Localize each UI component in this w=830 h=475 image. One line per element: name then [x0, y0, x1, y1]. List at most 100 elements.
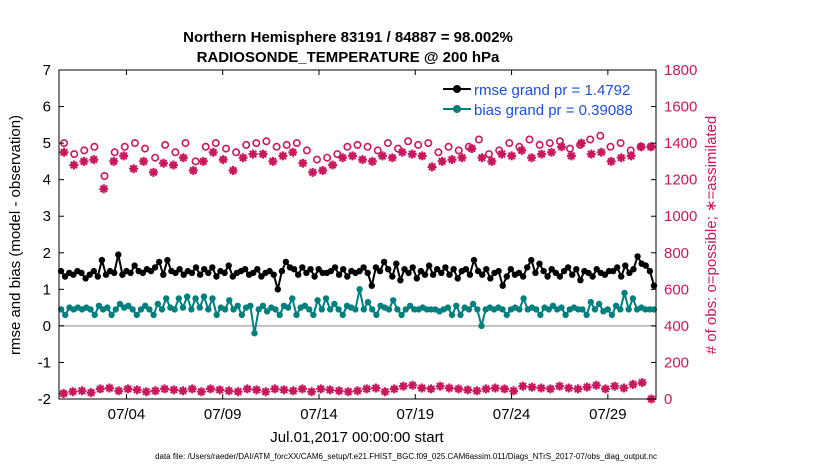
- assimilated-obs-lower-point: [398, 381, 408, 391]
- assimilated-obs-lower-point: [86, 388, 96, 398]
- possible-obs-point: [302, 146, 311, 155]
- assimilated-obs-point: [447, 155, 457, 165]
- assimilated-obs-point: [119, 151, 129, 161]
- assimilated-obs-point: [79, 156, 89, 166]
- rmse-point: [282, 258, 290, 266]
- assimilated-obs-point: [268, 156, 278, 166]
- assimilated-obs-point: [547, 147, 556, 157]
- rmse-point: [601, 271, 609, 278]
- rmse-point: [254, 266, 261, 273]
- possible-obs-point: [90, 142, 99, 151]
- rmse-point: [229, 273, 236, 280]
- bias-point: [184, 293, 191, 300]
- rmse-point: [111, 269, 118, 277]
- rmse-point: [397, 277, 404, 284]
- rmse-point: [564, 264, 572, 271]
- possible-obs-point: [242, 140, 251, 149]
- bias-point: [171, 306, 178, 313]
- possible-obs-point: [80, 146, 89, 155]
- assimilated-obs-point: [358, 155, 367, 165]
- rmse-point: [483, 266, 490, 273]
- assimilated-obs-point: [198, 156, 208, 166]
- rmse-point: [450, 266, 457, 273]
- assimilated-obs-point: [149, 167, 158, 177]
- bias-point: [394, 306, 401, 313]
- bias-point: [234, 302, 241, 309]
- possible-obs-point: [130, 139, 139, 148]
- bias-point: [133, 311, 140, 319]
- rmse-point: [156, 258, 163, 266]
- bias-point: [205, 306, 212, 313]
- bias-point: [175, 295, 182, 302]
- possible-obs-point: [70, 150, 79, 159]
- bias-point: [200, 293, 208, 300]
- rmse-point: [295, 271, 302, 278]
- bias-point: [142, 302, 149, 309]
- rmse-point: [372, 264, 380, 271]
- legend-bias-label: bias grand pr = 0.39088: [474, 102, 633, 119]
- possible-obs-point: [414, 140, 423, 149]
- bias-point: [465, 306, 473, 313]
- assimilated-obs-point: [218, 155, 228, 165]
- bias-point: [221, 306, 229, 313]
- bias-point: [306, 306, 313, 313]
- rmse-point: [258, 273, 265, 280]
- plot-frame: [58, 69, 657, 400]
- bias-point: [596, 300, 603, 308]
- bias-point: [95, 302, 103, 309]
- assimilated-obs-lower-point: [169, 385, 179, 395]
- assimilated-obs-point: [298, 158, 308, 168]
- rmse-point: [102, 271, 110, 278]
- bias-point: [284, 304, 292, 311]
- assimilated-obs-point: [89, 155, 99, 165]
- y-left-tick-label: -1: [38, 354, 51, 371]
- legend-rmse-marker: [453, 85, 461, 93]
- possible-obs-point: [292, 139, 301, 148]
- rmse-point: [192, 264, 200, 271]
- bias-point: [617, 306, 624, 313]
- y-left-tick-label: 2: [43, 245, 51, 262]
- assimilated-obs-lower-point: [380, 387, 390, 397]
- bias-point: [558, 304, 565, 311]
- possible-obs-point: [444, 142, 453, 151]
- bias-point: [259, 302, 267, 309]
- bias-point: [390, 297, 397, 304]
- possible-obs-point: [484, 150, 493, 159]
- rmse-point: [462, 266, 470, 273]
- rmse-point: [413, 275, 420, 282]
- y-left-tick-label: 3: [43, 208, 51, 225]
- rmse-point: [515, 269, 523, 277]
- bias-point: [537, 311, 544, 319]
- assimilated-obs-point: [159, 158, 168, 168]
- assimilated-obs-lower-point: [297, 384, 307, 394]
- possible-obs-point: [505, 139, 514, 148]
- rmse-point: [544, 273, 551, 280]
- x-tick-label: 07/19: [397, 406, 435, 423]
- assimilated-obs-point: [566, 151, 576, 161]
- bias-point: [310, 311, 317, 319]
- bias-point: [272, 306, 279, 313]
- assimilated-obs-point: [517, 145, 527, 155]
- bias-point: [608, 311, 616, 319]
- possible-obs-point: [100, 172, 109, 181]
- assimilated-obs-lower-point: [233, 387, 243, 397]
- rmse-point: [524, 264, 531, 271]
- bias-point: [314, 297, 321, 304]
- bias-point: [448, 311, 456, 319]
- assimilated-obs-lower-point: [637, 378, 647, 388]
- rmse-point: [552, 269, 559, 277]
- possible-obs-point: [232, 148, 241, 157]
- assimilated-obs-point: [497, 149, 507, 159]
- assimilated-obs-lower-point: [518, 381, 528, 391]
- y-right-tick-label: 800: [664, 245, 689, 262]
- legend-box: [439, 78, 651, 120]
- assimilated-obs-point: [377, 151, 387, 161]
- bias-point: [213, 311, 220, 319]
- legend-rmse-label: rmse grand pr = 1.4792: [474, 82, 630, 99]
- assimilated-obs-lower-point: [591, 380, 601, 390]
- rmse-point: [278, 267, 286, 275]
- bias-point: [158, 306, 166, 313]
- rmse-point: [573, 266, 580, 273]
- rmse-point: [618, 273, 625, 280]
- y-right-tick-label: 1200: [664, 172, 697, 189]
